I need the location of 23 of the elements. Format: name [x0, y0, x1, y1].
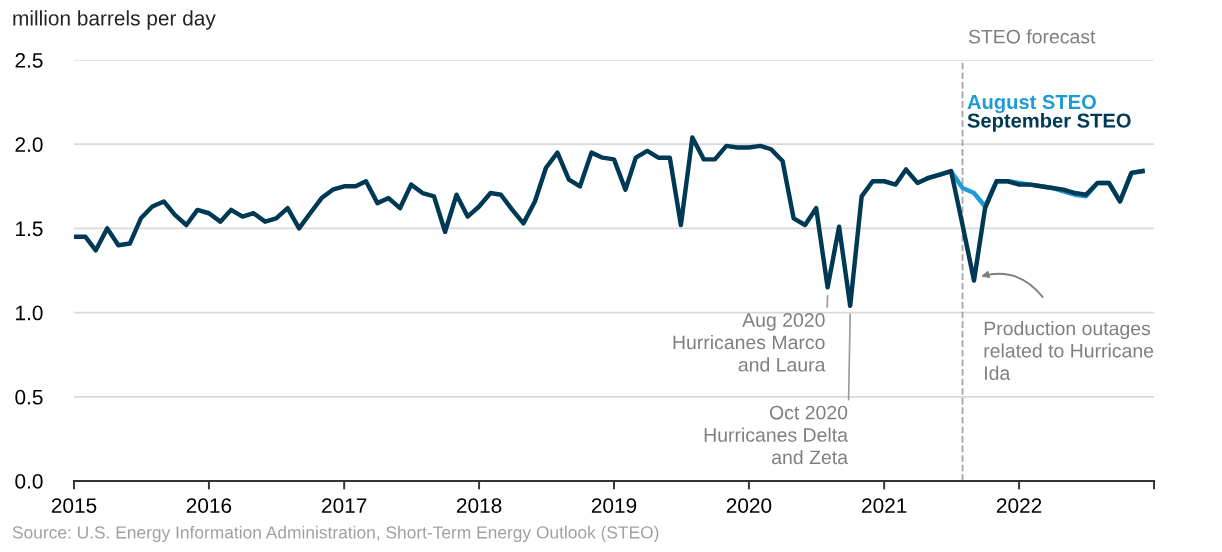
- text: September STEO: [967, 112, 1131, 132]
- text: August STEO: [967, 94, 1096, 114]
- x-tick-label: 2022: [996, 498, 1042, 513]
- ref-line-label: STEO forecast: [968, 29, 1096, 44]
- annotation: Production outages related to Hurricane Ida: [984, 321, 1154, 381]
- y-tick-label: 0.5: [15, 389, 43, 405]
- line-series: [74, 135, 1145, 309]
- annotation: Oct 2020 Hurricanes Delta and Zeta: [704, 405, 848, 465]
- x-tick-label: 2021: [862, 498, 907, 513]
- source-note: Source: U.S. Energy Information Administration, Short-Term Energy Outlook (STEO): [12, 525, 659, 542]
- y-axis-title: million barrels per day: [13, 10, 216, 30]
- x-tick-label: 2016: [186, 498, 232, 513]
- x-tick-label: 2018: [456, 498, 502, 513]
- y-tick-label: 1.5: [16, 221, 43, 237]
- x-tick-label: 2015: [51, 498, 97, 513]
- x-tick-label: 2019: [591, 498, 637, 513]
- y-tick-label: 2.5: [15, 53, 43, 68]
- y-tick-label: 0.0: [15, 474, 43, 489]
- x-tick-label: 2020: [726, 498, 772, 513]
- y-tick-label: 2.0: [15, 137, 43, 152]
- annotation: Aug 2020 Hurricanes Marco and Laura: [673, 313, 826, 372]
- x-tick-label: 2017: [322, 498, 367, 513]
- y-tick-label: 1.0: [16, 305, 43, 321]
